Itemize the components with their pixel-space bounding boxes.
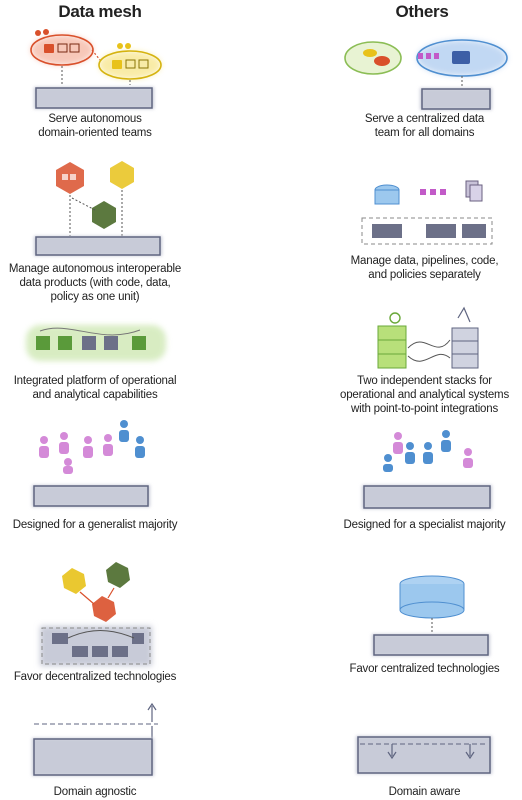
caption-right-row6: Domain aware xyxy=(388,786,461,798)
generalist-people-illustration xyxy=(32,420,150,507)
caption-right-row3: Two independent stacks for operational a… xyxy=(340,375,509,415)
domain-aware-illustration xyxy=(356,736,492,774)
caption-left-row1: Serve autonomous domain-oriented teams xyxy=(38,113,152,139)
caption-right-row4: Designed for a specialist majority xyxy=(343,519,506,531)
separate-assets-illustration xyxy=(361,180,493,245)
caption-left-row4: Designed for a generalist majority xyxy=(12,519,178,531)
caption-right-row5: Favor centralized technologies xyxy=(349,663,500,675)
centralized-tech-illustration xyxy=(372,575,490,656)
caption-right-row2: Manage data, pipelines, code, and polici… xyxy=(350,255,499,281)
caption-left-row5: Favor decentralized technologies xyxy=(13,671,177,683)
central-team-illustration xyxy=(344,39,508,110)
header-data-mesh: Data mesh xyxy=(58,2,142,21)
data-products-illustration xyxy=(34,161,162,256)
domain-teams-illustration xyxy=(30,29,162,109)
header-others: Others xyxy=(395,2,449,21)
caption-left-row6: Domain agnostic xyxy=(53,786,137,798)
caption-right-row1: Serve a centralized data team for all do… xyxy=(364,113,485,139)
specialist-people-illustration xyxy=(362,430,492,509)
caption-left-row3: Integrated platform of operational and a… xyxy=(13,375,177,401)
domain-agnostic-illustration xyxy=(32,702,158,776)
two-stacks-illustration xyxy=(377,306,479,369)
caption-left-row2: Manage autonomous interoperable data pro… xyxy=(8,263,182,303)
decentralized-tech-illustration xyxy=(40,562,152,666)
integrated-platform-illustration xyxy=(26,325,166,361)
